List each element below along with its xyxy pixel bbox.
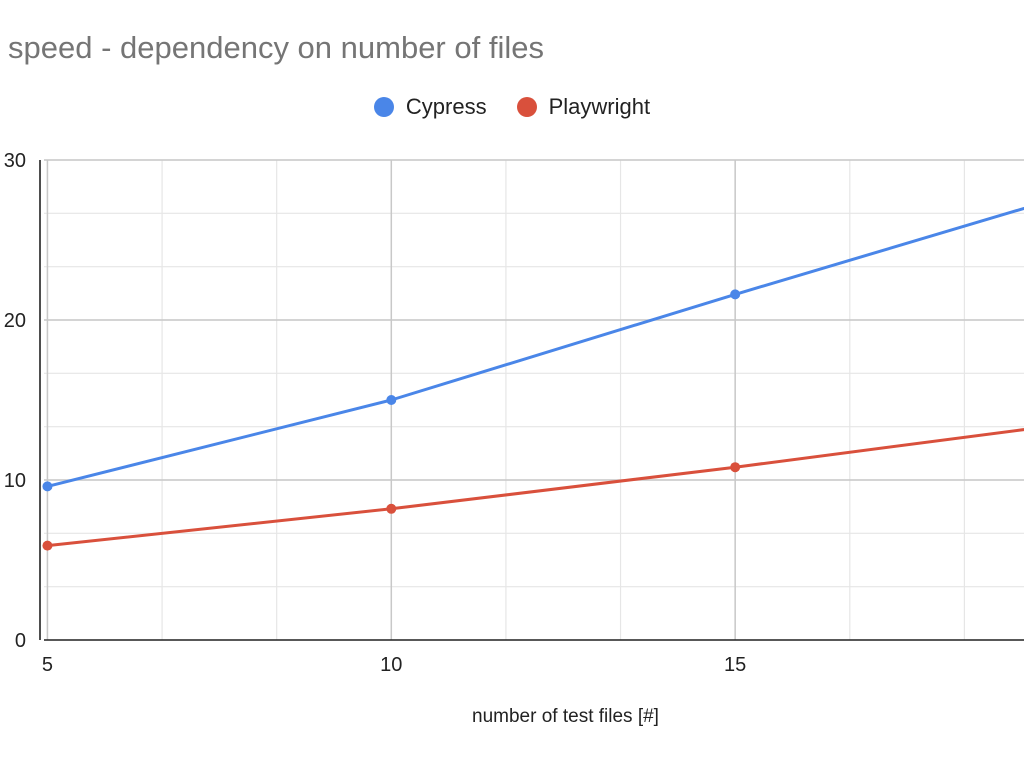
data-point-playwright (42, 540, 53, 551)
x-tick-label: 10 (380, 654, 402, 676)
legend-marker-playwright (516, 97, 537, 117)
y-tick-label: 0 (15, 630, 26, 652)
legend-marker-cypress (373, 97, 394, 117)
y-tick-label: 30 (4, 150, 26, 172)
legend-item-cypress[interactable]: Cypress (373, 94, 487, 120)
data-point-cypress (42, 481, 53, 492)
chart-title: speed - dependency on number of files (8, 30, 544, 65)
legend-label-playwright: Playwright (548, 94, 651, 119)
data-point-playwright (386, 503, 397, 514)
legend-item-playwright[interactable]: Playwright (516, 94, 651, 120)
x-tick-label: 15 (724, 654, 746, 676)
chart-legend: Cypress Playwright (0, 94, 1024, 120)
series-line-cypress (47, 206, 1024, 488)
x-tick-label: 5 (42, 654, 53, 676)
data-point-cypress (386, 395, 397, 405)
y-tick-label: 20 (4, 310, 26, 332)
y-tick-label: 10 (4, 470, 26, 492)
legend-label-cypress: Cypress (405, 94, 487, 119)
series-line-playwright (47, 428, 1024, 548)
x-axis-label: number of test files [#] (472, 706, 659, 727)
data-point-playwright (730, 462, 741, 473)
data-point-cypress (730, 289, 741, 300)
